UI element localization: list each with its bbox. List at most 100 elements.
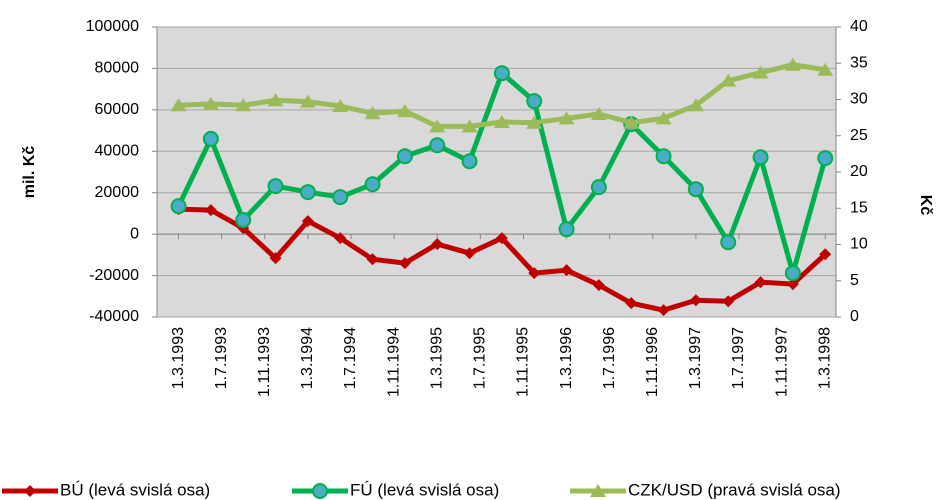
y2-tick-label: 35 [850, 54, 868, 71]
legend-marker [24, 485, 36, 497]
x-tick-label: 1.3.1996 [558, 327, 575, 389]
data-point [819, 248, 832, 261]
data-point [366, 253, 379, 266]
x-tick-label: 1.7.1997 [730, 327, 747, 389]
data-point [590, 179, 607, 196]
data-point [334, 232, 347, 245]
y2-axis-label: Kč [917, 195, 934, 216]
data-point [689, 294, 702, 307]
data-point [269, 252, 282, 265]
data-point [429, 137, 446, 154]
data-point [687, 181, 704, 198]
legend-label: CZK/USD (pravá svislá osa) [628, 480, 841, 499]
x-tick-label: 1.11.1996 [644, 327, 661, 397]
data-point [560, 264, 573, 277]
data-point [528, 267, 541, 280]
data-point [558, 221, 575, 238]
x-tick-label: 1.3.1997 [687, 327, 704, 389]
legend-marker [312, 483, 328, 499]
x-tick-label: 1.3.1993 [170, 327, 187, 389]
data-point [461, 153, 478, 170]
x-tick-label: 1.3.1998 [816, 327, 833, 389]
data-point [590, 107, 607, 120]
y2-tick-label: 25 [850, 127, 868, 144]
data-point [299, 94, 316, 108]
data-point [817, 62, 834, 76]
y2-tick-label: 5 [850, 272, 859, 289]
data-point [687, 98, 704, 112]
data-point [170, 198, 187, 215]
data-point [784, 265, 801, 282]
data-point [398, 257, 411, 270]
data-point [396, 148, 413, 165]
y-tick-label: 40000 [95, 143, 140, 160]
y-tick-label: 20000 [95, 184, 140, 201]
data-point [364, 176, 381, 193]
data-point [784, 57, 801, 71]
data-point [235, 212, 252, 229]
y2-tick-label: 0 [850, 308, 859, 325]
data-point [267, 178, 284, 195]
data-point [202, 130, 219, 147]
y-tick-label: 60000 [95, 101, 140, 118]
data-point [299, 184, 316, 201]
data-point [170, 98, 187, 112]
y2-tick-label: 30 [850, 91, 868, 108]
data-point [625, 297, 638, 310]
x-tick-label: 1.3.1995 [428, 327, 445, 389]
data-point [558, 111, 575, 125]
y2-tick-label: 10 [850, 236, 868, 253]
y-tick-label: 80000 [95, 60, 140, 77]
y-axis-label: mil. Kč [21, 146, 38, 199]
data-point [720, 234, 737, 251]
data-point [396, 104, 413, 118]
x-tick-label: 1.7.1995 [472, 327, 489, 389]
data-point [754, 276, 767, 289]
x-tick-label: 1.7.1996 [601, 327, 618, 389]
data-point [817, 150, 834, 167]
x-tick-label: 1.11.1994 [385, 327, 402, 397]
y2-tick-label: 20 [850, 163, 868, 180]
y-tick-label: 0 [130, 225, 139, 242]
x-tick-label: 1.7.1993 [213, 327, 230, 389]
x-tick-label: 1.11.1995 [515, 327, 532, 397]
data-point [657, 304, 670, 317]
data-point [431, 238, 444, 251]
data-point [623, 115, 640, 129]
data-point [463, 247, 476, 260]
legend-marker [590, 484, 606, 497]
data-point [332, 189, 349, 206]
y2-tick-label: 15 [850, 199, 868, 216]
data-point [752, 149, 769, 166]
data-point [655, 111, 672, 125]
data-point [364, 106, 381, 120]
y-tick-label: -40000 [89, 308, 139, 325]
data-point [235, 98, 252, 112]
data-point [301, 215, 314, 228]
data-point [461, 119, 478, 133]
data-point [720, 73, 737, 87]
data-point [493, 114, 510, 128]
y-tick-label: 100000 [86, 18, 139, 35]
data-point [495, 232, 508, 245]
data-point [526, 115, 543, 129]
legend-label: BÚ (levá svislá osa) [60, 480, 210, 499]
data-point [655, 148, 672, 165]
data-point [752, 65, 769, 79]
legend-label: FÚ (levá svislá osa) [350, 480, 499, 499]
x-tick-label: 1.11.1997 [773, 327, 790, 397]
data-point [526, 93, 543, 110]
data-point [786, 278, 799, 291]
data-point [204, 204, 217, 217]
x-tick-label: 1.11.1993 [256, 327, 273, 397]
x-tick-label: 1.3.1994 [299, 327, 316, 389]
y-tick-label: -20000 [89, 267, 139, 284]
data-point [332, 99, 349, 113]
y2-tick-label: 40 [850, 18, 868, 35]
data-point [202, 96, 219, 110]
data-point [722, 295, 735, 308]
data-point [592, 279, 605, 292]
x-tick-label: 1.7.1994 [342, 327, 359, 389]
